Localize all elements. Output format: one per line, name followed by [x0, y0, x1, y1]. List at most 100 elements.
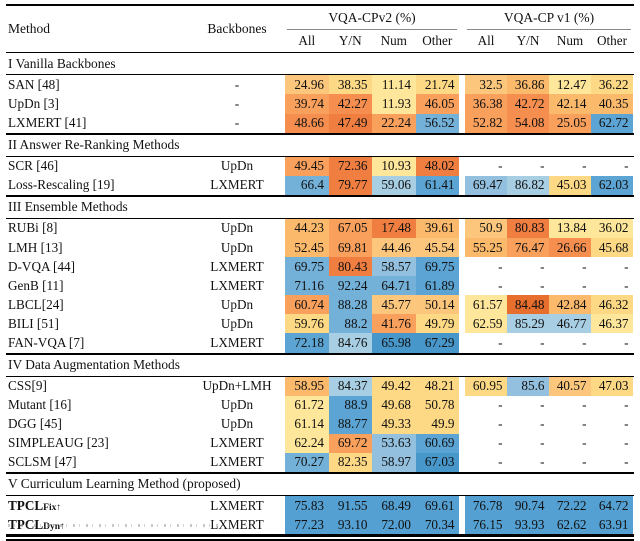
score-cell: 44.46	[372, 237, 416, 258]
score-cell: 67.29	[415, 333, 459, 353]
score-cell: 36.86	[507, 75, 549, 95]
score-cell: 85.6	[507, 376, 549, 396]
method-cell: TPCL Fix↑	[8, 497, 62, 513]
score-cell: 39.61	[415, 218, 459, 238]
score-cell: 58.97	[372, 452, 416, 472]
score-cell: 75.83	[285, 495, 329, 516]
subcol-v1-yn: Y/N	[516, 33, 540, 49]
score-cell: 24.96	[285, 75, 329, 95]
subcol-v1-num: Num	[556, 33, 584, 49]
score-cell: 45.54	[415, 237, 459, 258]
backbone-cell: UpDn	[220, 315, 254, 331]
missing-value-cell: -	[498, 258, 503, 274]
table-row: CSS[9] UpDn+LMH 58.95 84.37 49.42 48.21 60.95 8…	[6, 376, 634, 396]
score-cell: 36.22	[591, 75, 633, 95]
score-cell: 84.76	[328, 333, 372, 353]
method-cell: LMH [13]	[8, 239, 63, 255]
score-cell: 48.21	[415, 376, 459, 396]
score-cell: 66.4	[285, 175, 329, 195]
backbones-column-header: Backbones	[207, 21, 267, 37]
score-cell: 45.77	[372, 295, 416, 315]
method-cell: SCR [46]	[8, 158, 59, 174]
method-cell: SIMPLEAUG [23]	[8, 435, 109, 451]
score-cell: 62.03	[591, 175, 633, 195]
score-cell: 88.28	[328, 295, 372, 315]
missing-value-cell: -	[540, 435, 545, 451]
table-row: SCLSM [47] LXMERT 70.27 82.35 58.97 67.03 - - - -	[6, 452, 634, 472]
method-cell: SCLSM [47]	[8, 454, 77, 470]
score-cell: 62.59	[465, 314, 507, 334]
table-top-rule	[6, 4, 634, 7]
subcol-cpv2-all: All	[298, 33, 316, 49]
score-cell: 47.49	[328, 113, 372, 133]
method-cell: CSS[9]	[8, 378, 47, 394]
score-cell: 21.74	[415, 75, 459, 95]
score-cell: 46.37	[591, 314, 633, 334]
score-cell: 93.93	[507, 515, 549, 535]
missing-value-cell: -	[498, 454, 503, 470]
backbone-cell: LXMERT	[210, 334, 264, 350]
score-cell: 39.74	[285, 94, 329, 114]
score-cell: 69.47	[465, 175, 507, 195]
missing-value-cell: -	[498, 277, 503, 293]
score-cell: 36.02	[591, 218, 633, 238]
score-cell: 42.27	[328, 94, 372, 114]
section-header: III Ensemble Methods	[6, 197, 634, 219]
score-cell: 86.82	[507, 175, 549, 195]
table-row: LXMERT [41] - 48.66 47.49 22.24 56.52 52.82 54.…	[6, 113, 634, 133]
missing-value-cell: -	[498, 416, 503, 432]
method-cell: RUBi [8]	[8, 220, 58, 236]
score-cell: 45.68	[591, 237, 633, 258]
missing-value-cell: -	[582, 397, 587, 413]
score-cell: 82.35	[328, 452, 372, 472]
missing-value-cell: -	[498, 435, 503, 451]
table-row: GenB [11] LXMERT 71.16 92.24 64.71 61.89 - - - -	[6, 276, 634, 296]
table-row: SAN [48] - 24.96 38.35 11.14 21.74 32.5 36.86 12…	[6, 75, 634, 95]
table-row: LMH [13] UpDn 52.45 69.81 44.46 45.54 55.25 76.…	[6, 237, 634, 258]
section-header: V Curriculum Learning Method (proposed)	[6, 474, 634, 496]
score-cell: 84.37	[328, 376, 372, 396]
score-cell: 76.15	[465, 515, 507, 535]
missing-value-cell: -	[624, 454, 629, 470]
method-cell: D-VQA [44]	[8, 258, 76, 274]
backbone-cell: LXMERT	[210, 277, 264, 293]
table-row: BILI [51] UpDn 59.76 88.2 41.76 49.79 62.59 85.…	[6, 314, 634, 334]
score-cell: 40.35	[591, 94, 633, 114]
score-cell: 36.38	[465, 94, 507, 114]
missing-value-cell: -	[582, 435, 587, 451]
score-cell: 79.77	[328, 175, 372, 195]
score-cell: 49.79	[415, 314, 459, 334]
score-cell: 22.24	[372, 113, 416, 133]
table-body: I Vanilla Backbones SAN [48] - 24.96 38.35 11…	[6, 53, 634, 536]
backbone-cell: -	[234, 96, 240, 112]
table-row: Mutant [16] UpDn 61.72 88.9 49.68 50.78 - - - -	[6, 395, 634, 415]
score-cell: 49.42	[372, 376, 416, 396]
section-header: I Vanilla Backbones	[6, 53, 634, 76]
table-row: LBCL[24] UpDn 60.74 88.28 45.77 50.14 61.57 84.…	[6, 295, 634, 315]
score-cell: 32.5	[465, 75, 507, 95]
backbone-cell: UpDn	[220, 296, 254, 312]
score-cell: 25.05	[549, 113, 591, 133]
table-row: SIMPLEAUG [23] LXMERT 62.24 69.72 53.63 60.69…	[6, 433, 634, 453]
missing-value-cell: -	[498, 397, 503, 413]
missing-value-cell: -	[582, 258, 587, 274]
score-cell: 88.77	[328, 414, 372, 434]
score-cell: 90.74	[507, 495, 549, 516]
score-cell: 67.05	[328, 218, 372, 238]
missing-value-cell: -	[540, 258, 545, 274]
score-cell: 80.83	[507, 218, 549, 238]
method-cell: BILI [51]	[8, 315, 59, 331]
score-cell: 52.82	[465, 113, 507, 133]
table-section: IV Data Augmentation Methods CSS[9] UpDn+L…	[6, 353, 634, 473]
table-row: TPCL Fix↑ LXMERT 75.83 91.55 68.49 69.61 76.78 9…	[6, 495, 634, 516]
score-cell: 17.48	[372, 218, 416, 238]
method-cell: FAN-VQA [7]	[8, 334, 85, 350]
score-cell: 42.72	[507, 94, 549, 114]
table-row: DGG [45] UpDn 61.14 88.77 49.33 49.9 - - - -	[6, 414, 634, 434]
score-cell: 69.81	[328, 237, 372, 258]
subcol-v1-all: All	[477, 33, 495, 49]
score-cell: 67.03	[415, 452, 459, 472]
score-cell: 13.84	[549, 218, 591, 238]
backbone-cell: UpDn	[220, 220, 254, 236]
score-cell: 72.00	[372, 515, 416, 535]
